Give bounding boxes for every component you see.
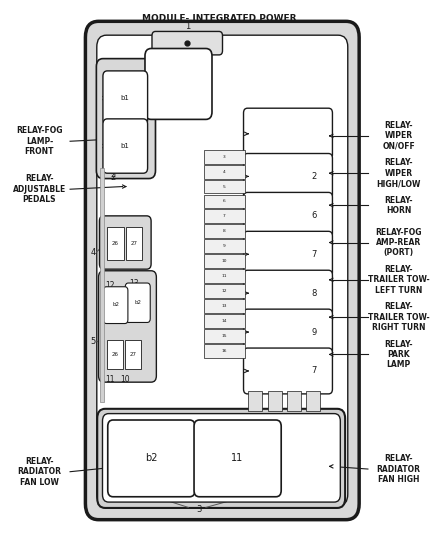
- Text: RELAY-
ADJUSTABLE
PEDALS: RELAY- ADJUSTABLE PEDALS: [13, 174, 66, 204]
- Text: 7: 7: [223, 214, 226, 219]
- Text: 11: 11: [222, 274, 227, 278]
- Text: 8: 8: [223, 229, 226, 233]
- Bar: [306, 391, 320, 411]
- Bar: [204, 209, 245, 223]
- Text: RELAY-FOG
LAMP-
FRONT: RELAY-FOG LAMP- FRONT: [16, 126, 63, 156]
- Text: 4: 4: [223, 169, 226, 174]
- Bar: [126, 227, 142, 260]
- Text: 1: 1: [185, 22, 190, 31]
- Text: 10: 10: [222, 259, 227, 263]
- Text: 6: 6: [223, 199, 226, 204]
- FancyBboxPatch shape: [108, 420, 195, 497]
- FancyBboxPatch shape: [244, 192, 332, 238]
- Bar: [107, 340, 123, 369]
- Text: b2: b2: [112, 302, 119, 308]
- Text: 6: 6: [312, 211, 317, 220]
- Text: RELAY-
TRAILER TOW-
LEFT TURN: RELAY- TRAILER TOW- LEFT TURN: [368, 265, 429, 295]
- Text: 13: 13: [222, 304, 227, 308]
- Text: 13: 13: [129, 279, 139, 288]
- Text: MODULE- INTEGRATED POWER: MODULE- INTEGRATED POWER: [142, 14, 296, 23]
- Text: 7: 7: [312, 250, 317, 259]
- Text: b1: b1: [121, 143, 130, 149]
- FancyBboxPatch shape: [244, 348, 332, 394]
- Bar: [268, 391, 282, 411]
- Text: RELAY-
WIPER
ON/OFF: RELAY- WIPER ON/OFF: [382, 121, 415, 151]
- Bar: [125, 340, 141, 369]
- Bar: [204, 344, 245, 358]
- Text: 15: 15: [222, 334, 227, 338]
- Text: 7: 7: [312, 367, 317, 375]
- Bar: [248, 391, 262, 411]
- Text: 9: 9: [223, 244, 226, 248]
- Text: RELAY-
TRAILER TOW-
RIGHT TURN: RELAY- TRAILER TOW- RIGHT TURN: [368, 302, 429, 332]
- FancyBboxPatch shape: [194, 420, 281, 497]
- Text: 26: 26: [111, 352, 118, 357]
- Text: RELAY-
PARK
LAMP: RELAY- PARK LAMP: [384, 340, 413, 369]
- Text: 27: 27: [129, 352, 136, 357]
- Text: b2: b2: [134, 300, 141, 305]
- FancyBboxPatch shape: [103, 119, 148, 173]
- Text: 14: 14: [222, 319, 227, 323]
- FancyBboxPatch shape: [97, 35, 348, 506]
- FancyBboxPatch shape: [97, 409, 345, 508]
- Text: 2: 2: [110, 170, 115, 179]
- Text: 2: 2: [312, 172, 317, 181]
- Bar: [204, 284, 245, 298]
- FancyBboxPatch shape: [103, 287, 128, 324]
- Text: 5: 5: [90, 337, 95, 345]
- FancyBboxPatch shape: [102, 414, 340, 502]
- FancyBboxPatch shape: [145, 49, 212, 119]
- Text: b2: b2: [145, 454, 157, 463]
- Bar: [204, 150, 245, 164]
- Text: 11: 11: [231, 454, 244, 463]
- FancyBboxPatch shape: [103, 71, 148, 125]
- FancyBboxPatch shape: [244, 309, 332, 355]
- Text: RELAY-
RADIATOR
FAN HIGH: RELAY- RADIATOR FAN HIGH: [377, 454, 420, 484]
- Text: 9: 9: [312, 328, 317, 336]
- FancyBboxPatch shape: [244, 231, 332, 277]
- FancyBboxPatch shape: [96, 59, 155, 179]
- Text: 27: 27: [131, 241, 138, 246]
- Bar: [204, 180, 245, 193]
- FancyBboxPatch shape: [244, 270, 332, 316]
- Text: b1: b1: [121, 95, 130, 101]
- FancyBboxPatch shape: [244, 154, 332, 199]
- Text: 3: 3: [197, 505, 202, 513]
- FancyBboxPatch shape: [99, 271, 156, 382]
- Bar: [100, 168, 104, 402]
- Text: 3: 3: [223, 155, 226, 159]
- Bar: [107, 227, 124, 260]
- Text: 2: 2: [110, 173, 116, 182]
- Bar: [204, 314, 245, 328]
- Text: 10: 10: [120, 375, 130, 384]
- Text: RELAY-
RADIATOR
FAN LOW: RELAY- RADIATOR FAN LOW: [18, 457, 61, 487]
- Bar: [204, 165, 245, 179]
- Text: 8: 8: [312, 289, 317, 297]
- Bar: [204, 299, 245, 313]
- Bar: [204, 195, 245, 208]
- Bar: [204, 329, 245, 343]
- Bar: [204, 239, 245, 253]
- Text: 5: 5: [223, 184, 226, 189]
- Bar: [204, 269, 245, 283]
- Text: 11: 11: [105, 375, 114, 384]
- Text: RELAY-
HORN: RELAY- HORN: [384, 196, 413, 215]
- Text: 16: 16: [222, 349, 227, 353]
- FancyBboxPatch shape: [85, 21, 359, 520]
- Text: 4: 4: [90, 248, 95, 256]
- FancyBboxPatch shape: [152, 31, 223, 55]
- Bar: [204, 254, 245, 268]
- FancyBboxPatch shape: [244, 108, 332, 159]
- Text: 26: 26: [112, 241, 119, 246]
- Bar: [204, 224, 245, 238]
- FancyBboxPatch shape: [125, 283, 150, 322]
- Text: 12: 12: [106, 281, 115, 289]
- FancyBboxPatch shape: [99, 216, 151, 269]
- Text: 12: 12: [222, 289, 227, 293]
- Text: RELAY-
WIPER
HIGH/LOW: RELAY- WIPER HIGH/LOW: [376, 158, 421, 188]
- Bar: [287, 391, 301, 411]
- Text: RELAY-FOG
AMP-REAR
(PORT): RELAY-FOG AMP-REAR (PORT): [375, 228, 422, 257]
